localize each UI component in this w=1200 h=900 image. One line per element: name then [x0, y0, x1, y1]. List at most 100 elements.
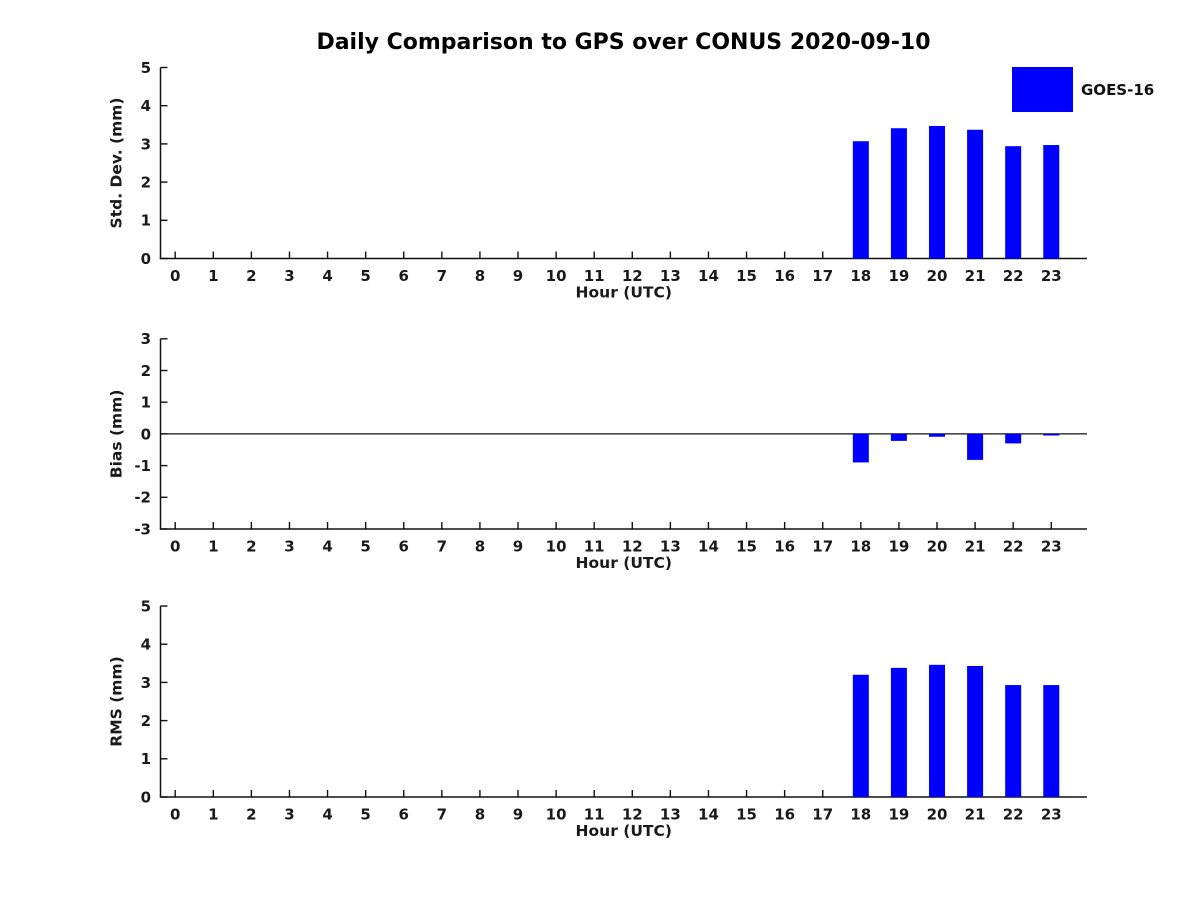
x-tick-label: 0 — [170, 267, 180, 285]
y-tick-label: 3 — [141, 674, 151, 692]
x-tick-label: 16 — [774, 267, 795, 285]
x-tick-label: 8 — [475, 805, 485, 823]
x-tick-label: 23 — [1041, 537, 1062, 555]
bar-hour-20 — [929, 125, 945, 259]
x-tick-label: 23 — [1041, 805, 1062, 823]
x-tick-label: 1 — [208, 267, 218, 285]
x-tick-label: 4 — [322, 267, 332, 285]
x-tick-label: 13 — [660, 805, 681, 823]
x-tick-label: 6 — [399, 805, 409, 823]
x-tick-label: 11 — [584, 537, 605, 555]
y-tick-label: 2 — [141, 712, 151, 730]
y-tick-label: 5 — [141, 597, 151, 615]
x-tick-label: 5 — [360, 805, 370, 823]
x-tick-label: 0 — [170, 805, 180, 823]
y-tick-label: 4 — [141, 636, 151, 654]
x-tick-label: 22 — [1003, 805, 1024, 823]
bar-hour-21 — [967, 433, 984, 460]
bar-hour-18 — [852, 141, 869, 259]
x-tick-label: 14 — [698, 537, 719, 555]
y-tick-label: 4 — [141, 97, 151, 115]
x-tick-label: 3 — [284, 267, 294, 285]
x-tick-label: 1 — [208, 537, 218, 555]
x-tick-label: 2 — [246, 537, 256, 555]
y-tick-label: 0 — [141, 788, 151, 806]
y-tick-label: 3 — [141, 135, 151, 153]
x-tick-label: 15 — [736, 805, 757, 823]
x-tick-label: 10 — [546, 537, 567, 555]
y-tick-label: 3 — [141, 330, 151, 348]
y-tick-label: 0 — [141, 425, 151, 443]
figure-title: Daily Comparison to GPS over CONUS 2020-… — [316, 30, 931, 55]
y-tick-label: 1 — [141, 750, 151, 768]
x-tick-label: 19 — [888, 267, 909, 285]
x-tick-label: 8 — [475, 537, 485, 555]
x-tick-label: 1 — [208, 805, 218, 823]
x-tick-label: 20 — [927, 267, 948, 285]
legend-label: GOES-16 — [1081, 80, 1155, 99]
x-tick-label: 19 — [888, 537, 909, 555]
bar-hour-19 — [890, 667, 907, 797]
x-tick-label: 8 — [475, 267, 485, 285]
y-axis-title: Bias (mm) — [108, 390, 126, 479]
x-tick-label: 4 — [322, 805, 332, 823]
x-tick-label: 11 — [584, 805, 605, 823]
y-tick-label: 2 — [141, 362, 151, 380]
bar-hour-19 — [890, 433, 907, 441]
x-tick-label: 21 — [965, 267, 986, 285]
x-tick-label: 10 — [546, 805, 567, 823]
x-tick-label: 21 — [965, 537, 986, 555]
x-tick-label: 13 — [660, 537, 681, 555]
x-tick-label: 2 — [246, 805, 256, 823]
y-tick-label: -2 — [134, 489, 151, 507]
x-axis-title: Hour (UTC) — [576, 284, 672, 302]
y-tick-label: -3 — [134, 520, 151, 538]
legend-swatch-goes16 — [1012, 67, 1073, 112]
bar-hour-23 — [1043, 145, 1060, 259]
legend: GOES-16 — [1012, 67, 1154, 112]
y-tick-label: 1 — [141, 212, 151, 230]
x-tick-label: 18 — [850, 805, 871, 823]
x-tick-label: 17 — [812, 267, 833, 285]
x-tick-label: 20 — [927, 537, 948, 555]
x-axis-title: Hour (UTC) — [576, 822, 672, 840]
x-tick-label: 12 — [622, 805, 643, 823]
x-tick-label: 16 — [774, 537, 795, 555]
x-tick-label: 14 — [698, 267, 719, 285]
x-tick-label: 6 — [399, 537, 409, 555]
x-tick-label: 15 — [736, 537, 757, 555]
x-tick-label: 18 — [850, 537, 871, 555]
x-tick-label: 18 — [850, 267, 871, 285]
x-tick-label: 9 — [513, 805, 523, 823]
x-tick-label: 5 — [360, 267, 370, 285]
x-tick-label: 17 — [812, 805, 833, 823]
x-tick-label: 5 — [360, 537, 370, 555]
x-tick-label: 12 — [622, 267, 643, 285]
x-tick-label: 22 — [1003, 267, 1024, 285]
x-tick-label: 21 — [965, 805, 986, 823]
x-tick-label: 9 — [513, 267, 523, 285]
bar-hour-18 — [852, 674, 869, 797]
x-tick-label: 3 — [284, 537, 294, 555]
y-tick-label: 5 — [141, 59, 151, 77]
x-tick-label: 0 — [170, 537, 180, 555]
bar-hour-19 — [890, 128, 907, 259]
x-tick-label: 14 — [698, 805, 719, 823]
bar-hour-22 — [1005, 685, 1022, 797]
x-tick-label: 11 — [584, 267, 605, 285]
bar-hour-23 — [1043, 685, 1060, 797]
x-tick-label: 16 — [774, 805, 795, 823]
x-tick-label: 12 — [622, 537, 643, 555]
bar-hour-23 — [1043, 433, 1060, 436]
x-tick-label: 4 — [322, 537, 332, 555]
x-tick-label: 7 — [437, 267, 447, 285]
x-tick-label: 15 — [736, 267, 757, 285]
x-tick-label: 3 — [284, 805, 294, 823]
bar-hour-18 — [852, 433, 869, 463]
x-tick-label: 13 — [660, 267, 681, 285]
x-tick-label: 23 — [1041, 267, 1062, 285]
